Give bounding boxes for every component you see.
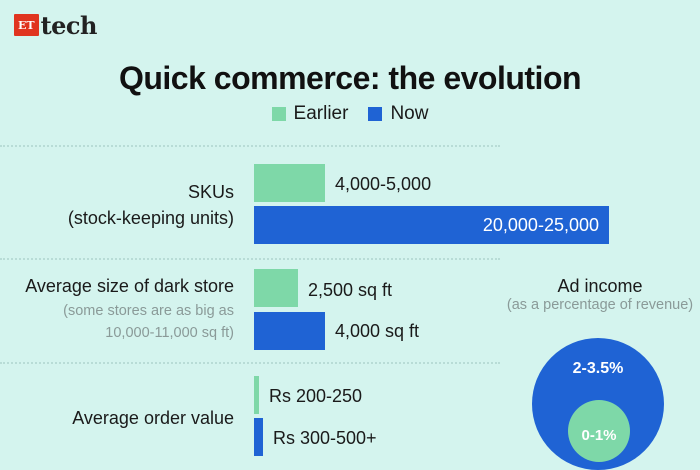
ad-income-now-label: 2-3.5%: [572, 360, 624, 377]
ad-income-earlier-label: 0-1%: [581, 427, 617, 444]
legend-item-now: Now: [368, 103, 428, 125]
legend-label-earlier: Earlier: [293, 103, 349, 124]
row-label-dark-store: Average size of dark store: [25, 276, 234, 296]
legend-item-earlier: Earlier: [271, 103, 349, 125]
chart-legend: Earlier Now: [0, 103, 700, 125]
ad-income-title: Ad income: [557, 276, 643, 296]
et-tech-logo: ET tech: [14, 10, 98, 40]
legend-label-now: Now: [390, 103, 429, 124]
value-earlier-order-value: Rs 200-250: [269, 386, 363, 406]
row-label-order-value: Average order value: [72, 408, 234, 428]
logo-et-badge: ET: [14, 14, 39, 36]
value-earlier-dark-store: 2,500 sq ft: [308, 280, 393, 300]
row-sublabel-skus: (stock-keeping units): [67, 208, 234, 228]
chart-title: Quick commerce: the evolution: [118, 60, 582, 96]
bar-earlier-dark-store: [254, 269, 298, 307]
bar-earlier-skus: [254, 164, 325, 202]
logo-tech-text: tech: [40, 10, 98, 40]
value-now-skus: 20,000-25,000: [482, 215, 599, 235]
bar-now-order-value: [254, 418, 263, 456]
legend-swatch-earlier: [271, 107, 286, 121]
divider-3: [0, 362, 500, 364]
divider-2: [0, 258, 500, 260]
row-sublabel-dark-store: (some stores are as big as 10,000-11,000…: [63, 303, 234, 341]
ad-income-subtitle: (as a percentage of revenue): [506, 297, 694, 313]
row-label-skus: SKUs: [187, 182, 234, 202]
bar-now-dark-store: [254, 312, 325, 350]
value-earlier-skus: 4,000-5,000: [335, 174, 432, 194]
bar-earlier-order-value: [254, 376, 259, 414]
legend-swatch-now: [368, 107, 383, 121]
value-now-dark-store: 4,000 sq ft: [335, 321, 420, 341]
value-now-order-value: Rs 300-500+: [273, 428, 377, 448]
bar-now-skus: [254, 206, 609, 244]
divider-1: [0, 145, 500, 147]
